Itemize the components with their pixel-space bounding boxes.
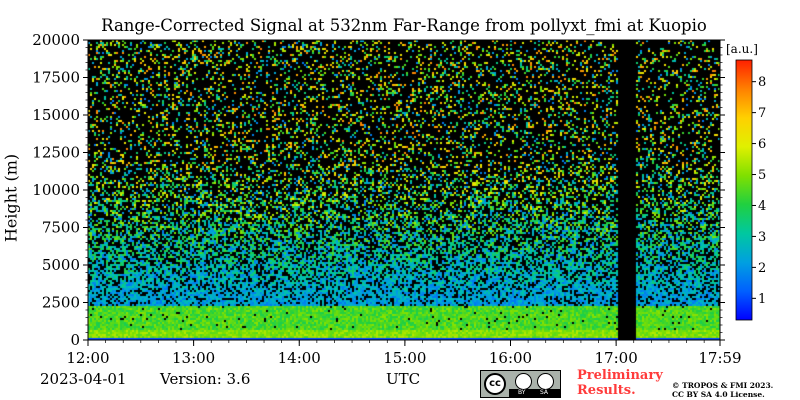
sa-share-icon bbox=[537, 373, 554, 390]
colorbar-tick-label: 4 bbox=[758, 199, 766, 214]
y-tick-label: 7500 bbox=[42, 219, 80, 237]
y-tick-label: 0 bbox=[70, 331, 80, 349]
colorbar-tick-label: 6 bbox=[758, 137, 766, 152]
x-tick-label: 15:00 bbox=[383, 349, 426, 367]
preliminary-line-1: Preliminary bbox=[577, 368, 663, 383]
x-tick-label: 13:00 bbox=[172, 349, 215, 367]
cc-label-strip: BY SA bbox=[509, 389, 560, 397]
x-tick-label: 14:00 bbox=[278, 349, 321, 367]
colorbar-tick-label: 5 bbox=[758, 168, 766, 183]
colorbar-tick-label: 7 bbox=[758, 106, 766, 121]
x-tick-label: 17:59 bbox=[698, 349, 741, 367]
x-tick-label: 12:00 bbox=[66, 349, 109, 367]
cc-by-label: BY bbox=[518, 389, 526, 396]
copyright-line-2: CC BY SA 4.0 License. bbox=[672, 390, 765, 399]
cc-license-badge: cc BY SA bbox=[480, 370, 561, 398]
y-tick-label: 12500 bbox=[32, 144, 80, 162]
x-tick-label: 16:00 bbox=[489, 349, 532, 367]
heatmap-layer bbox=[88, 40, 720, 340]
y-tick-label: 20000 bbox=[32, 31, 80, 49]
signal-heatmap bbox=[88, 40, 720, 340]
y-tick-label: 15000 bbox=[32, 106, 80, 124]
axes-layer: 0 2500 5000 7500 10000 12500 15000 17500 20000 12… bbox=[32, 31, 741, 367]
cc-sa-label: SA bbox=[540, 389, 549, 396]
x-axis-label: UTC bbox=[386, 370, 421, 388]
colorbar-tick-label: 2 bbox=[758, 261, 766, 276]
by-person-icon bbox=[515, 373, 532, 390]
chart-title: Range-Corrected Signal at 532nm Far-Rang… bbox=[101, 16, 707, 35]
copyright-note: © TROPOS & FMI 2023. CC BY SA 4.0 Licens… bbox=[672, 381, 773, 399]
y-tick-label: 5000 bbox=[42, 256, 80, 274]
colorbar-tick-label: 1 bbox=[758, 292, 766, 307]
copyright-line-1: © TROPOS & FMI 2023. bbox=[672, 381, 774, 390]
y-tick-label: 2500 bbox=[42, 294, 80, 312]
colorbar-unit: [a.u.] bbox=[726, 42, 758, 56]
preliminary-line-2: Results. bbox=[577, 383, 636, 398]
colorbar bbox=[735, 59, 753, 321]
colorbar-tick-label: 8 bbox=[758, 75, 766, 90]
footer-version: Version: 3.6 bbox=[160, 370, 251, 388]
preliminary-results-note: Preliminary Results. bbox=[577, 368, 663, 398]
cc-logo-icon: cc bbox=[484, 373, 506, 395]
y-tick-label: 17500 bbox=[32, 69, 80, 87]
colorbar-ticks: 1 2 3 4 5 6 7 8 bbox=[752, 75, 766, 307]
y-tick-label: 10000 bbox=[32, 181, 80, 199]
colorbar-tick-label: 3 bbox=[758, 230, 766, 245]
x-tick-label: 17:00 bbox=[595, 349, 638, 367]
footer-date: 2023-04-01 bbox=[40, 370, 127, 388]
